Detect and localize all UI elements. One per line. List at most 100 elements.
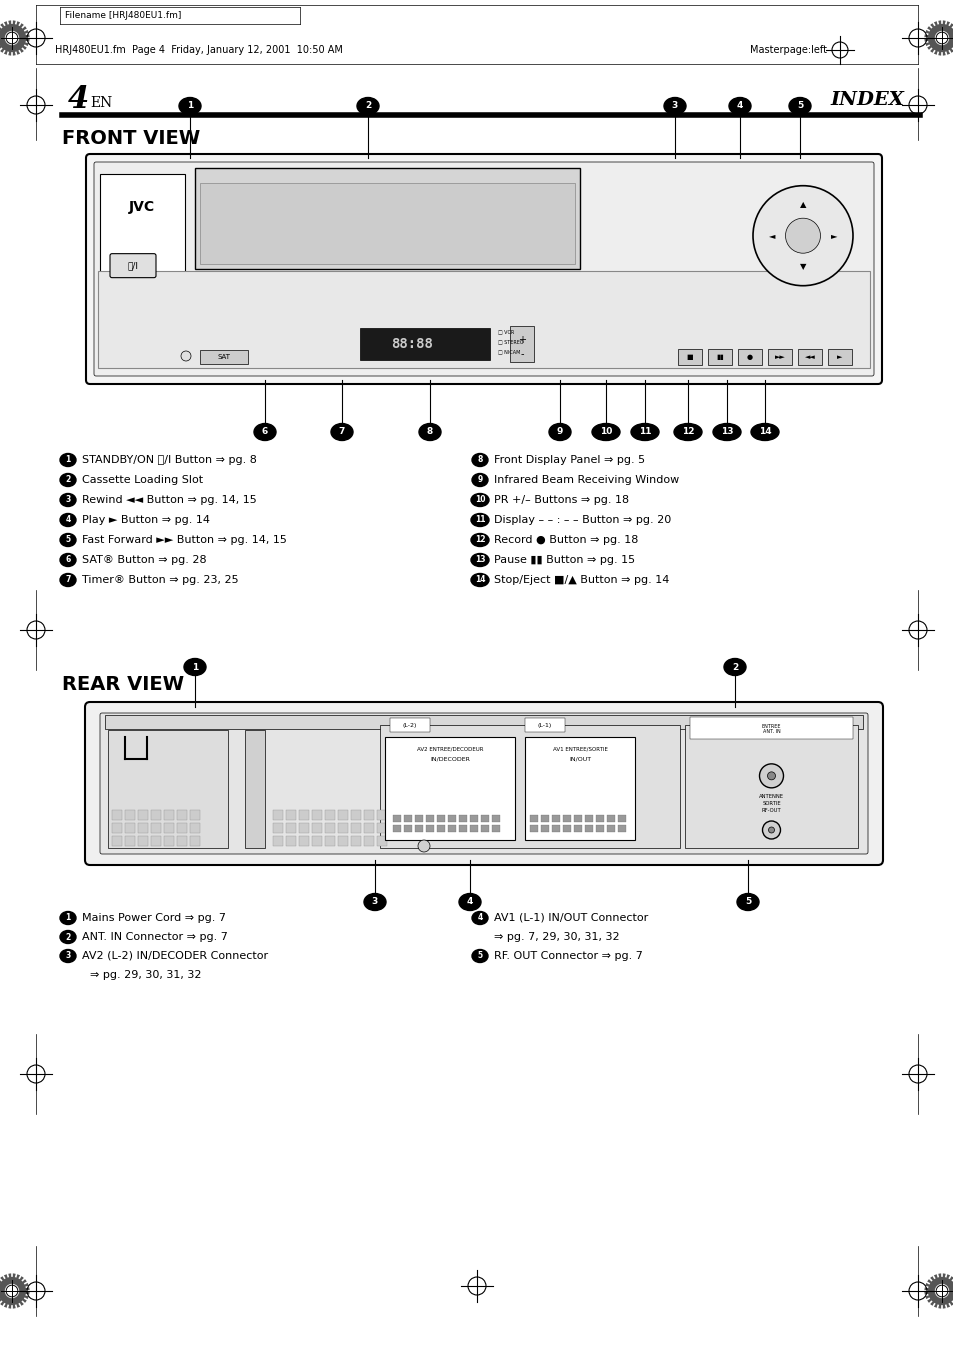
Text: 8: 8	[426, 427, 433, 436]
Text: 1: 1	[66, 455, 71, 465]
Text: 3: 3	[671, 101, 678, 111]
FancyBboxPatch shape	[100, 713, 867, 854]
Ellipse shape	[663, 97, 685, 115]
Text: AV1 (L-1) IN/OUT Connector: AV1 (L-1) IN/OUT Connector	[494, 913, 648, 923]
Bar	[190, 836, 200, 846]
Bar	[337, 811, 348, 820]
Text: (L-1): (L-1)	[537, 723, 552, 727]
Ellipse shape	[471, 574, 489, 586]
Bar	[151, 836, 161, 846]
Text: AV1 ENTREE/SORTIE: AV1 ENTREE/SORTIE	[552, 747, 607, 751]
Text: JVC: JVC	[129, 200, 155, 213]
Text: ▮▮: ▮▮	[716, 354, 723, 359]
Text: 3: 3	[66, 951, 71, 961]
Bar	[678, 349, 701, 365]
Text: 13: 13	[720, 427, 733, 436]
Text: ■: ■	[686, 354, 693, 359]
Ellipse shape	[592, 423, 619, 440]
Bar	[415, 825, 422, 832]
Ellipse shape	[471, 554, 489, 566]
Ellipse shape	[472, 912, 488, 924]
Bar	[390, 717, 430, 732]
Bar	[125, 811, 135, 820]
Text: 3: 3	[66, 496, 71, 504]
Text: ◄◄: ◄◄	[803, 354, 815, 359]
Text: 1: 1	[192, 662, 198, 671]
Bar	[364, 823, 374, 834]
Text: ENTREE
ANT. IN: ENTREE ANT. IN	[760, 724, 781, 735]
Text: HRJ480EU1.fm  Page 4  Friday, January 12, 2001  10:50 AM: HRJ480EU1.fm Page 4 Friday, January 12, …	[55, 45, 342, 55]
Text: 1: 1	[66, 913, 71, 923]
Text: Play ► Button ⇒ pg. 14: Play ► Button ⇒ pg. 14	[82, 515, 210, 526]
Bar	[325, 811, 335, 820]
Text: EN: EN	[90, 96, 112, 109]
Bar	[177, 811, 187, 820]
Text: 2: 2	[66, 476, 71, 485]
Bar	[138, 811, 148, 820]
Bar	[393, 825, 400, 832]
Text: 5: 5	[476, 951, 482, 961]
Bar	[190, 823, 200, 834]
Bar	[164, 811, 173, 820]
Text: +: +	[517, 335, 525, 345]
Bar	[524, 738, 635, 840]
Ellipse shape	[723, 658, 745, 676]
Ellipse shape	[60, 912, 76, 924]
Text: 7: 7	[338, 427, 345, 436]
Ellipse shape	[630, 423, 659, 440]
Bar	[403, 815, 412, 821]
Text: Fast Forward ►► Button ⇒ pg. 14, 15: Fast Forward ►► Button ⇒ pg. 14, 15	[82, 535, 287, 544]
Text: INDEX: INDEX	[829, 91, 902, 109]
Bar	[606, 825, 615, 832]
Bar	[562, 825, 571, 832]
Bar	[480, 815, 489, 821]
Bar	[524, 717, 564, 732]
Ellipse shape	[728, 97, 750, 115]
Ellipse shape	[548, 423, 571, 440]
Ellipse shape	[253, 423, 275, 440]
Text: Infrared Beam Receiving Window: Infrared Beam Receiving Window	[494, 476, 679, 485]
Ellipse shape	[179, 97, 201, 115]
Text: 10: 10	[599, 427, 612, 436]
Bar	[492, 825, 499, 832]
Text: Masterpage:left: Masterpage:left	[749, 45, 826, 55]
Ellipse shape	[60, 574, 76, 586]
Bar	[403, 825, 412, 832]
Text: 12: 12	[475, 535, 485, 544]
Bar	[584, 815, 593, 821]
Text: PR +/– Buttons ⇒ pg. 18: PR +/– Buttons ⇒ pg. 18	[494, 494, 628, 505]
Text: Mains Power Cord ⇒ pg. 7: Mains Power Cord ⇒ pg. 7	[82, 913, 226, 923]
Ellipse shape	[737, 893, 759, 911]
Bar	[797, 349, 821, 365]
Bar	[510, 326, 534, 362]
Text: 88:88: 88:88	[391, 336, 433, 351]
Circle shape	[784, 219, 820, 253]
Ellipse shape	[364, 893, 386, 911]
Text: 6: 6	[66, 555, 71, 565]
Bar	[298, 811, 309, 820]
Bar	[458, 815, 467, 821]
Bar	[325, 836, 335, 846]
Bar	[286, 836, 295, 846]
Text: 5: 5	[66, 535, 71, 544]
Text: Display – – : – – Button ⇒ pg. 20: Display – – : – – Button ⇒ pg. 20	[494, 515, 671, 526]
Bar	[200, 182, 575, 263]
Bar	[351, 811, 360, 820]
Text: 8: 8	[476, 455, 482, 465]
Ellipse shape	[471, 534, 489, 547]
Bar	[312, 823, 322, 834]
Bar	[164, 836, 173, 846]
Bar	[112, 823, 122, 834]
Bar	[273, 811, 283, 820]
Ellipse shape	[471, 513, 489, 527]
Text: ►: ►	[830, 231, 837, 240]
Bar	[596, 825, 603, 832]
Text: Cassette Loading Slot: Cassette Loading Slot	[82, 476, 203, 485]
Bar	[530, 825, 537, 832]
Bar	[200, 350, 248, 363]
Ellipse shape	[60, 534, 76, 547]
Bar	[351, 823, 360, 834]
Text: 11: 11	[475, 516, 485, 524]
Bar	[194, 168, 579, 269]
Bar	[177, 836, 187, 846]
